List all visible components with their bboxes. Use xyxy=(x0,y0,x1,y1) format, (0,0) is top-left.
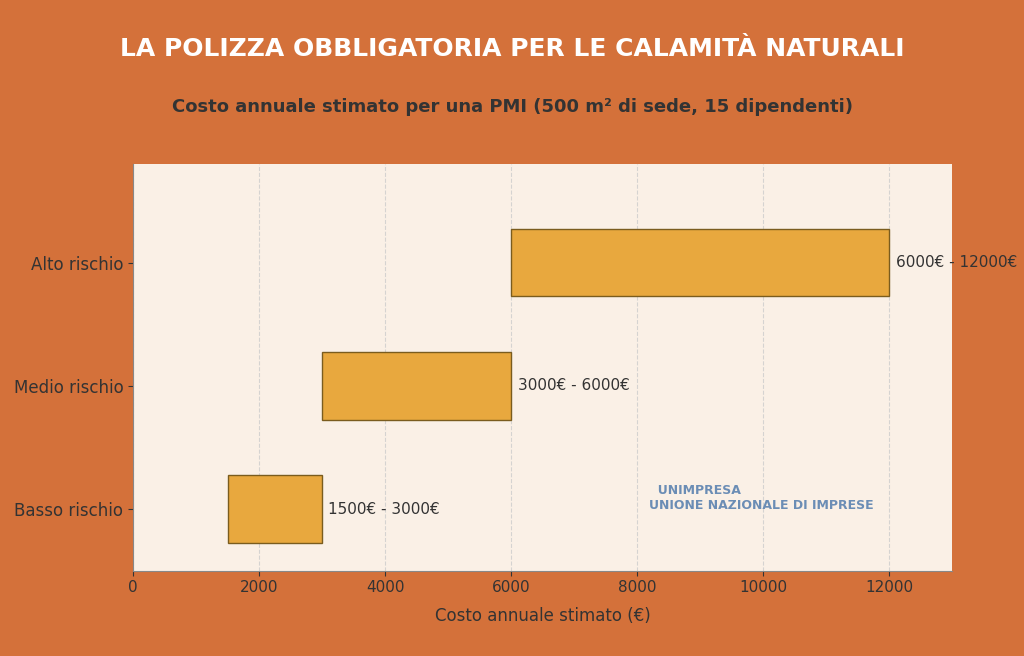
Bar xyxy=(227,475,323,543)
Text: Costo annuale stimato per una PMI (500 m² di sede, 15 dipendenti): Costo annuale stimato per una PMI (500 m… xyxy=(171,98,853,115)
Text: LA POLIZZA OBBLIGATORIA PER LE CALAMITÀ NATURALI: LA POLIZZA OBBLIGATORIA PER LE CALAMITÀ … xyxy=(120,37,904,61)
Text: 6000€ - 12000€: 6000€ - 12000€ xyxy=(896,255,1017,270)
X-axis label: Costo annuale stimato (€): Costo annuale stimato (€) xyxy=(435,607,650,625)
Text: 1500€ - 3000€: 1500€ - 3000€ xyxy=(329,502,440,516)
Bar xyxy=(323,352,511,420)
Bar xyxy=(511,229,889,297)
Text: 3000€ - 6000€: 3000€ - 6000€ xyxy=(517,379,630,394)
Text: UNIMPRESA
UNIONE NAZIONALE DI IMPRESE: UNIMPRESA UNIONE NAZIONALE DI IMPRESE xyxy=(649,483,873,512)
